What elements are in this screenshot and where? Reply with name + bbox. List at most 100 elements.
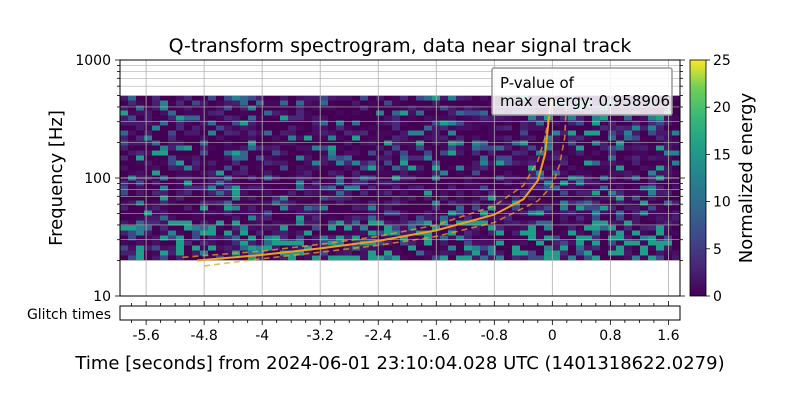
- spectrogram-cell: [136, 235, 144, 241]
- spectrogram-cell: [656, 220, 664, 226]
- spectrogram-cell: [640, 140, 648, 146]
- spectrogram-cell: [256, 230, 264, 236]
- spectrogram-cell: [184, 105, 192, 111]
- spectrogram-cell: [376, 145, 384, 151]
- spectrogram-cell: [208, 180, 216, 186]
- spectrogram-cell: [224, 205, 232, 211]
- spectrogram-cell: [184, 205, 192, 211]
- spectrogram-cell: [304, 190, 312, 196]
- spectrogram-cell: [560, 205, 568, 211]
- spectrogram-cell: [528, 145, 536, 151]
- spectrogram-cell: [520, 120, 528, 126]
- spectrogram-cell: [472, 230, 480, 236]
- spectrogram-cell: [384, 130, 392, 136]
- spectrogram-cell: [392, 245, 400, 251]
- spectrogram-cell: [280, 165, 288, 171]
- spectrogram-cell: [120, 115, 128, 121]
- spectrogram-cell: [496, 195, 504, 201]
- spectrogram-cell: [136, 120, 144, 126]
- spectrogram-cell: [320, 250, 328, 256]
- spectrogram-cell: [144, 220, 152, 226]
- spectrogram-cell: [480, 210, 488, 216]
- spectrogram-cell: [488, 130, 496, 136]
- spectrogram-cell: [400, 240, 408, 246]
- spectrogram-cell: [448, 215, 456, 221]
- spectrogram-cell: [504, 155, 512, 161]
- spectrogram-cell: [400, 110, 408, 116]
- spectrogram-cell: [280, 195, 288, 201]
- spectrogram-cell: [480, 245, 488, 251]
- spectrogram-cell: [472, 115, 480, 121]
- spectrogram-cell: [152, 150, 160, 156]
- colorbar-tick-label: 25: [713, 53, 731, 69]
- spectrogram-cell: [464, 145, 472, 151]
- spectrogram-cell: [496, 115, 504, 121]
- spectrogram-cell: [360, 180, 368, 186]
- spectrogram-cell: [216, 225, 224, 231]
- spectrogram-cell: [312, 180, 320, 186]
- spectrogram-cell: [536, 205, 544, 211]
- spectrogram-cell: [560, 155, 568, 161]
- spectrogram-cell: [248, 185, 256, 191]
- spectrogram-cell: [168, 235, 176, 241]
- spectrogram-cell: [408, 245, 416, 251]
- spectrogram-cell: [480, 165, 488, 171]
- spectrogram-cell: [232, 240, 240, 246]
- spectrogram-cell: [312, 235, 320, 241]
- spectrogram-cell: [624, 245, 632, 251]
- spectrogram-cell: [248, 220, 256, 226]
- spectrogram-cell: [632, 145, 640, 151]
- spectrogram-cell: [648, 215, 656, 221]
- spectrogram-cell: [464, 250, 472, 256]
- spectrogram-cell: [544, 250, 552, 256]
- spectrogram-cell: [336, 180, 344, 186]
- spectrogram-cell: [592, 120, 600, 126]
- spectrogram-cell: [640, 240, 648, 246]
- spectrogram-cell: [424, 250, 432, 256]
- spectrogram-cell: [448, 180, 456, 186]
- spectrogram-cell: [216, 115, 224, 121]
- spectrogram-cell: [320, 155, 328, 161]
- spectrogram-cell: [240, 105, 248, 111]
- spectrogram-cell: [416, 250, 424, 256]
- spectrogram-cell: [600, 220, 608, 226]
- spectrogram-cell: [152, 205, 160, 211]
- spectrogram-cell: [488, 150, 496, 156]
- spectrogram-cell: [272, 200, 280, 206]
- spectrogram-cell: [488, 120, 496, 126]
- spectrogram-cell: [216, 170, 224, 176]
- spectrogram-cell: [544, 220, 552, 226]
- spectrogram-cell: [384, 170, 392, 176]
- spectrogram-cell: [488, 225, 496, 231]
- spectrogram-cell: [400, 200, 408, 206]
- spectrogram-cell: [128, 140, 136, 146]
- spectrogram-cell: [184, 95, 192, 101]
- spectrogram-cell: [400, 165, 408, 171]
- spectrogram-cell: [232, 130, 240, 136]
- spectrogram-cell: [448, 150, 456, 156]
- spectrogram-cell: [312, 215, 320, 221]
- spectrogram-cell: [296, 245, 304, 251]
- spectrogram-cell: [488, 245, 496, 251]
- spectrogram-cell: [592, 240, 600, 246]
- spectrogram-cell: [464, 180, 472, 186]
- spectrogram-cell: [168, 130, 176, 136]
- spectrogram-cell: [144, 125, 152, 131]
- spectrogram-cell: [288, 245, 296, 251]
- spectrogram-cell: [632, 205, 640, 211]
- spectrogram-cell: [560, 185, 568, 191]
- spectrogram-cell: [280, 185, 288, 191]
- spectrogram-cell: [232, 195, 240, 201]
- spectrogram-cell: [144, 215, 152, 221]
- spectrogram-cell: [344, 160, 352, 166]
- spectrogram-cell: [576, 215, 584, 221]
- spectrogram-cell: [368, 160, 376, 166]
- spectrogram-cell: [160, 150, 168, 156]
- spectrogram-cell: [352, 200, 360, 206]
- spectrogram-cell: [312, 255, 320, 261]
- spectrogram-cell: [320, 105, 328, 111]
- annotation-text: P-value of max energy: 0.958906: [500, 74, 670, 110]
- spectrogram-cell: [272, 160, 280, 166]
- spectrogram-cell: [144, 105, 152, 111]
- spectrogram-cell: [232, 180, 240, 186]
